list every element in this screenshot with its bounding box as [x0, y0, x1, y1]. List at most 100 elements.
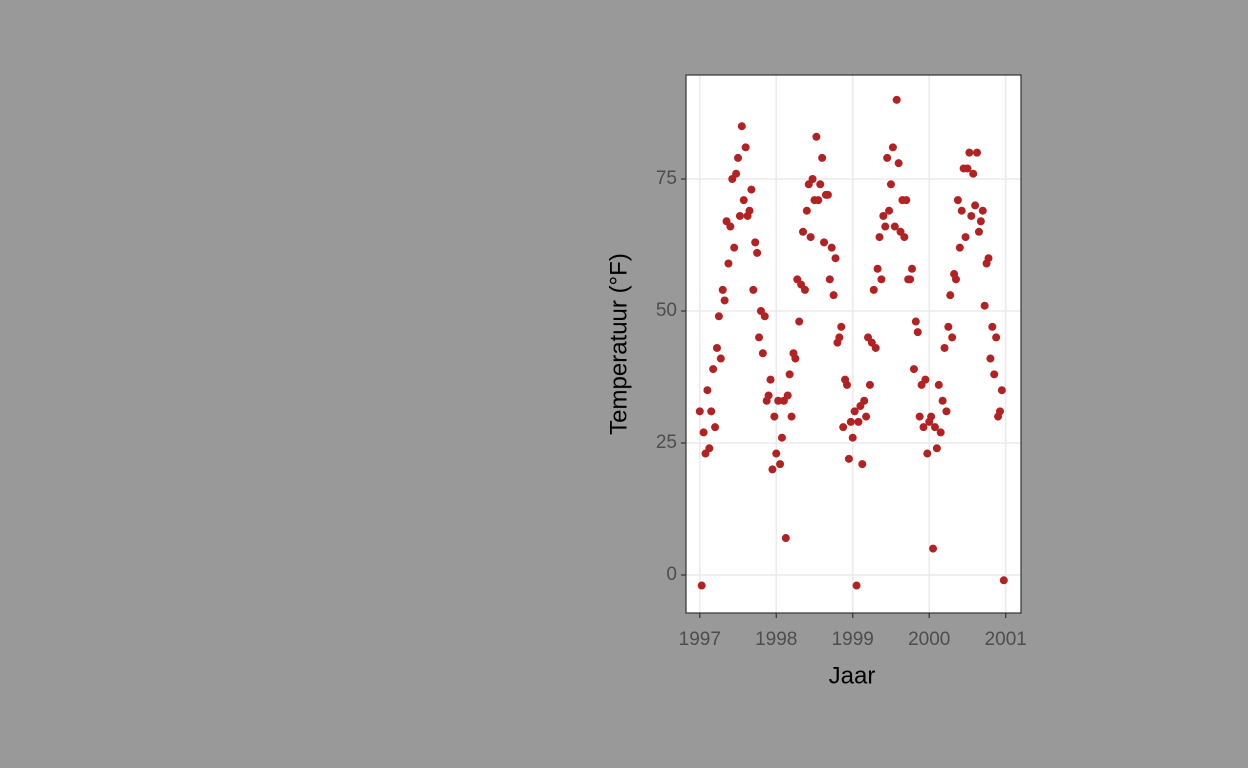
- data-point: [799, 227, 808, 236]
- data-point: [827, 243, 836, 252]
- data-point: [858, 460, 867, 469]
- data-point: [850, 407, 859, 416]
- data-point: [973, 148, 982, 157]
- data-point: [705, 444, 714, 453]
- grid: [686, 75, 1021, 613]
- y-axis-title: Temperatuur (°F): [605, 253, 632, 435]
- data-point: [745, 206, 754, 215]
- data-point: [739, 196, 748, 205]
- data-point: [988, 322, 997, 331]
- data-point: [936, 428, 945, 437]
- data-point: [986, 354, 995, 363]
- data-point: [695, 407, 704, 416]
- data-point: [766, 375, 775, 384]
- data-point: [712, 343, 721, 352]
- data-point: [835, 333, 844, 342]
- data-point: [934, 380, 943, 389]
- panel-border: [685, 74, 1022, 614]
- data-point: [974, 227, 983, 236]
- data-point: [885, 206, 894, 215]
- data-point: [735, 211, 744, 220]
- data-point: [711, 423, 720, 432]
- data-point: [860, 396, 869, 405]
- data-point: [714, 312, 723, 321]
- data-point: [787, 412, 796, 421]
- data-point: [883, 153, 892, 162]
- data-point: [776, 460, 785, 469]
- data-point: [707, 407, 716, 416]
- data-point: [990, 370, 999, 379]
- data-point: [961, 233, 970, 242]
- data-point: [751, 238, 760, 247]
- data-point: [716, 354, 725, 363]
- data-point: [749, 285, 758, 294]
- data-point: [795, 317, 804, 326]
- data-point: [852, 581, 861, 590]
- data-point: [875, 233, 884, 242]
- data-point: [831, 254, 840, 263]
- x-tick-label: 1997: [679, 629, 721, 650]
- data-point: [814, 196, 823, 205]
- data-point: [730, 243, 739, 252]
- data-point: [957, 206, 966, 215]
- data-point: [919, 423, 928, 432]
- data-point: [724, 259, 733, 268]
- data-point: [997, 386, 1006, 395]
- data-point: [940, 343, 949, 352]
- data-point: [802, 206, 811, 215]
- data-point: [755, 333, 764, 342]
- data-point: [869, 285, 878, 294]
- data-point: [825, 275, 834, 284]
- data-point: [800, 285, 809, 294]
- data-point: [846, 417, 855, 426]
- data-point: [929, 544, 938, 553]
- data-point: [777, 433, 786, 442]
- data-point: [995, 407, 1004, 416]
- data-point: [906, 275, 915, 284]
- data-point: [844, 454, 853, 463]
- data-point: [741, 143, 750, 152]
- data-point: [879, 211, 888, 220]
- y-tick-label: 25: [656, 432, 677, 453]
- x-tick-label: 1999: [832, 629, 874, 650]
- data-point: [871, 343, 880, 352]
- data-point: [709, 365, 718, 374]
- data-point: [839, 423, 848, 432]
- data-point: [770, 412, 779, 421]
- data-point: [948, 333, 957, 342]
- data-point: [820, 238, 829, 247]
- data-point: [953, 196, 962, 205]
- x-axis-title: Jaar: [829, 662, 876, 689]
- data-point: [927, 412, 936, 421]
- data-point: [888, 143, 897, 152]
- data-point: [976, 217, 985, 226]
- y-tick-label: 0: [666, 564, 677, 585]
- data-point: [911, 317, 920, 326]
- data-point: [877, 275, 886, 284]
- data-point: [772, 449, 781, 458]
- data-point: [963, 164, 972, 173]
- data-point: [980, 301, 989, 310]
- x-tick-label: 2000: [908, 629, 950, 650]
- data-point: [862, 412, 871, 421]
- data-point: [699, 428, 708, 437]
- axes: 0 25 50 75 1997 1998 1999 2000 2001: [656, 168, 1027, 650]
- data-point: [951, 275, 960, 284]
- x-tick-label: 2001: [985, 629, 1027, 650]
- data-point: [892, 95, 901, 104]
- data-point: [886, 180, 895, 189]
- data-point: [747, 185, 756, 194]
- data-point: [909, 365, 918, 374]
- data-point: [984, 254, 993, 263]
- data-point: [946, 291, 955, 300]
- data-point: [806, 233, 815, 242]
- data-point: [930, 423, 939, 432]
- data-point: [865, 380, 874, 389]
- data-point: [732, 169, 741, 178]
- data-point: [938, 396, 947, 405]
- data-point: [955, 243, 964, 252]
- data-point: [697, 581, 706, 590]
- data-point: [753, 248, 762, 257]
- data-point: [854, 417, 863, 426]
